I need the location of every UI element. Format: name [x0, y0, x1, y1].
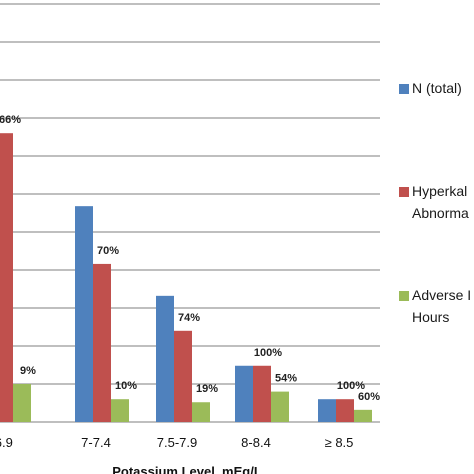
legend-text: Hours: [412, 309, 449, 325]
legend-swatch: [399, 187, 409, 197]
data-label: 100%: [254, 347, 282, 359]
bar-1-5: [318, 399, 336, 422]
bar-1-3: [156, 295, 174, 422]
x-tick-label: 7-7.4: [81, 435, 111, 450]
legend: N (total) Hyperkal Abnorma Adverse I Hours: [399, 80, 471, 325]
bar-3-1: [13, 384, 31, 422]
x-axis-title: Potassium Level, mEq/L: [112, 464, 262, 474]
bar-2-4: [253, 365, 271, 422]
bar-2-3: [174, 330, 192, 422]
x-tick-label: 8-8.4: [241, 435, 271, 450]
data-label: 54%: [275, 373, 297, 385]
bar-3-4: [271, 391, 289, 422]
legend-swatch: [399, 291, 409, 301]
bar-1-4: [235, 365, 253, 422]
data-label: 19%: [196, 383, 218, 395]
legend-text: Abnorma: [412, 205, 469, 221]
legend-item: Hyperkal Abnorma: [399, 183, 469, 221]
bar-1-2: [75, 206, 93, 422]
data-label: 74%: [178, 312, 200, 324]
bar-2-2: [93, 263, 111, 422]
data-label: 66%: [0, 114, 21, 126]
x-tick-label: ≥ 8.5: [325, 435, 354, 450]
legend-item: Adverse I Hours: [399, 287, 471, 325]
x-tick-labels: 5-6.9 7-7.4 7.5-7.9 8-8.4 ≥ 8.5: [0, 435, 353, 450]
data-label: 9%: [20, 365, 36, 377]
legend-item: N (total): [399, 80, 462, 96]
bar-2-1: [0, 133, 13, 422]
data-labels: 66% 70% 74% 100% 100% 9% 10% 19% 54% 60%: [0, 114, 380, 403]
x-tick-label: 7.5-7.9: [157, 435, 197, 450]
gridlines: [0, 3, 380, 385]
legend-text: Adverse I: [412, 287, 471, 303]
data-label: 60%: [358, 391, 380, 403]
bar-3-3: [192, 402, 210, 422]
bar-3-2: [111, 399, 129, 422]
data-label: 70%: [97, 245, 119, 257]
legend-text: Hyperkal: [412, 183, 467, 199]
bar-2-5: [336, 399, 354, 422]
bar-3-5: [354, 409, 372, 422]
data-label: 100%: [337, 380, 365, 392]
bars: [0, 133, 372, 422]
legend-text: N (total): [412, 80, 462, 96]
legend-swatch: [399, 84, 409, 94]
x-tick-label: 5-6.9: [0, 435, 13, 450]
data-label: 10%: [115, 380, 137, 392]
